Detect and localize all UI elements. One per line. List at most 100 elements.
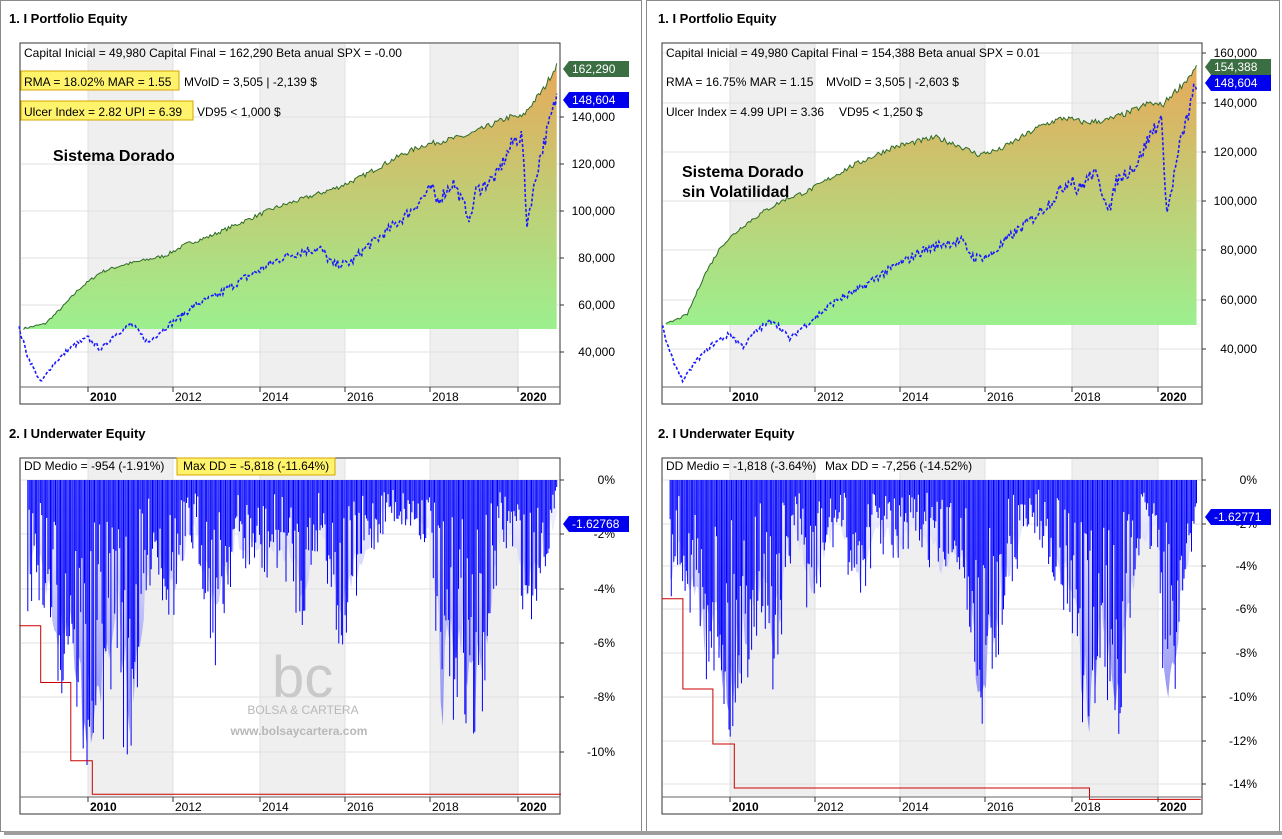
y-tick-label: 160,000: [1214, 46, 1258, 60]
x-tick-label: 2016: [347, 800, 374, 814]
equity-area: [665, 65, 1197, 325]
year-shade-band: [88, 44, 173, 387]
mvold-text: MVolD = 3,505 | -2,139 $: [184, 75, 317, 89]
y-tick-label: -14%: [1229, 777, 1257, 791]
underwater-last-tag-bg: [1205, 509, 1271, 525]
x-tick-label: 2020: [1160, 800, 1187, 814]
equity-area: [23, 63, 557, 330]
frame-shadow-bottom: [4, 831, 1282, 835]
y-tick-label: 60,000: [1220, 293, 1257, 307]
underwater-last-tag: -1.62768: [572, 517, 620, 531]
x-tick-label: 2016: [987, 800, 1014, 814]
benchmark-tag: 148,604: [1214, 76, 1258, 90]
y-tick-label: -8%: [1236, 646, 1258, 660]
max-dd-line: [661, 598, 1201, 800]
x-tick-label: 2018: [1074, 800, 1101, 814]
x-tick-label: 2010: [732, 800, 759, 814]
benchmark-line: [18, 93, 558, 382]
watermark-url: www.bolsaycartera.com: [230, 724, 368, 738]
benchmark-tag: 148,604: [572, 93, 616, 107]
highlight-box: [20, 70, 180, 91]
benchmark-tag-bg: [563, 92, 629, 108]
rma-mar-text: RMA = 16.75% MAR = 1.15: [666, 75, 814, 89]
x-tick-label: 2020: [520, 390, 547, 404]
y-tick-label: -12%: [1229, 734, 1257, 748]
x-tick-label: 2014: [902, 800, 929, 814]
ulcer-upi-text: Ulcer Index = 4.99 UPI = 3.36: [666, 105, 824, 119]
y-tick-label: 80,000: [578, 251, 615, 265]
highlight-box: [176, 457, 336, 476]
watermark-name: BOLSA & CARTERA: [247, 703, 358, 717]
x-tick-label: 2010: [90, 390, 117, 404]
x-tick-label: 2020: [1160, 390, 1187, 404]
y-tick-label: 120,000: [572, 157, 616, 171]
system-caption: Sistema Dorado: [53, 148, 175, 165]
equity-panel-title: 1. I Portfolio Equity: [9, 11, 128, 26]
ulcer-upi-text: Ulcer Index = 2.82 UPI = 6.39: [24, 105, 182, 119]
dd-medio-text: DD Medio = -954 (-1.91%): [24, 459, 164, 473]
y-tick-label: -8%: [594, 690, 616, 704]
y-tick-label: -6%: [1236, 602, 1258, 616]
y-tick-label: 40,000: [1220, 342, 1257, 356]
stats-line: Capital Inicial = 49,980 Capital Final =…: [24, 46, 402, 60]
y-tick-label: 100,000: [572, 204, 616, 218]
drawdown-spikes: [27, 480, 558, 765]
vd95-text: VD95 < 1,000 $: [197, 105, 281, 119]
x-tick-label: 2018: [1074, 390, 1101, 404]
x-tick-label: 2020: [520, 800, 547, 814]
x-tick-label: 2012: [817, 390, 844, 404]
x-tick-label: 2016: [987, 390, 1014, 404]
y-tick-label: 60,000: [578, 298, 615, 312]
x-tick-label: 2012: [175, 800, 202, 814]
system-caption: Sistema Dorado: [682, 164, 804, 181]
y-tick-label: 120,000: [1214, 145, 1258, 159]
max-dd-line: [19, 625, 561, 795]
stats-line: Capital Inicial = 49,980 Capital Final =…: [666, 46, 1040, 60]
final-capital-tag: 162,290: [572, 62, 616, 76]
highlight-box: [20, 100, 194, 121]
x-tick-label: 2018: [432, 800, 459, 814]
x-tick-label: 2016: [347, 390, 374, 404]
y-tick-label: -10%: [587, 745, 615, 759]
drawdown-spikes: [669, 480, 1197, 737]
underwater-last-tag: -1.62771: [1214, 510, 1262, 524]
x-tick-label: 2010: [732, 390, 759, 404]
y-tick-label: 140,000: [1214, 96, 1258, 110]
final-capital-tag: 154,388: [1214, 60, 1258, 74]
y-tick-label: -4%: [1236, 559, 1258, 573]
y-tick-label: -4%: [594, 582, 616, 596]
y-tick-label: 0%: [1240, 473, 1258, 487]
x-tick-label: 2014: [262, 800, 289, 814]
final-capital-tag-bg: [563, 61, 629, 77]
x-tick-label: 2018: [432, 390, 459, 404]
y-tick-label: 140,000: [572, 110, 616, 124]
x-tick-label: 2010: [90, 800, 117, 814]
y-tick-label: 40,000: [578, 345, 615, 359]
watermark-logo: bc: [272, 645, 333, 710]
y-tick-label: -10%: [1229, 690, 1257, 704]
x-tick-label: 2014: [262, 390, 289, 404]
y-tick-label: 100,000: [1214, 194, 1258, 208]
rma-mar-text: RMA = 18.02% MAR = 1.55: [24, 75, 172, 89]
equity-panel-title: 1. I Portfolio Equity: [658, 11, 777, 26]
underwater-last-tag-bg: [563, 516, 629, 532]
max-dd-text: Max DD = -5,818 (-11.64%): [183, 459, 329, 473]
benchmark-line: [661, 83, 1198, 384]
underwater-area: [670, 480, 1197, 733]
benchmark-tag-bg: [1205, 75, 1271, 91]
max-dd-text: Max DD = -7,256 (-14.52%): [825, 459, 972, 473]
x-tick-label: 2012: [817, 800, 844, 814]
underwater-panel-title: 2. I Underwater Equity: [658, 426, 795, 441]
y-tick-label: 80,000: [1220, 243, 1257, 257]
system-caption: sin Volatilidad: [682, 184, 789, 201]
equity-line: [665, 64, 1197, 324]
x-tick-label: 2012: [175, 390, 202, 404]
mvold-text: MVolD = 3,505 | -2,603 $: [826, 75, 959, 89]
y-tick-label: 0%: [598, 473, 616, 487]
y-tick-label: -6%: [594, 636, 616, 650]
final-capital-tag-bg: [1205, 59, 1271, 75]
dd-medio-text: DD Medio = -1,818 (-3.64%): [666, 459, 816, 473]
x-tick-label: 2014: [902, 390, 929, 404]
